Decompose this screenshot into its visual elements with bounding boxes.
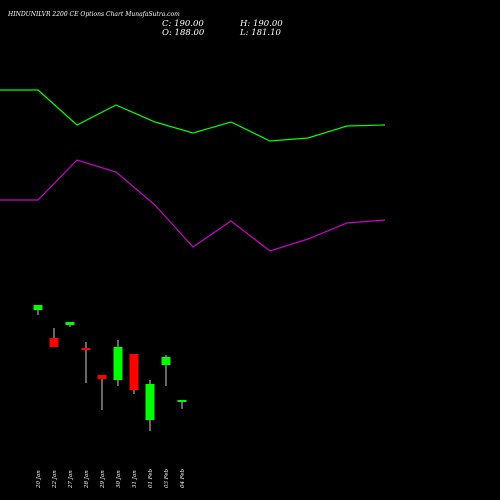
candle-body (65, 322, 75, 325)
x-tick-label: 04 Feb (180, 468, 186, 488)
candle-body (161, 357, 171, 365)
candle-29-jan (97, 375, 107, 410)
x-tick-label: 29 Jan (100, 470, 106, 489)
x-tick-label: 28 Jan (84, 470, 90, 489)
x-tick-label: 27 Jan (68, 470, 74, 489)
candle-body (177, 400, 187, 402)
x-tick-label: 20 Jan (36, 470, 42, 489)
candle-03-feb (161, 355, 171, 386)
lower-band-line (0, 159, 386, 252)
indicator-lines (0, 89, 386, 252)
upper-band-line (0, 89, 386, 142)
candle-04-feb (177, 400, 187, 409)
candle-20-jan (33, 305, 43, 315)
x-tick-label: 01 Feb (148, 468, 154, 488)
candle-body (129, 354, 139, 390)
candle-body (81, 348, 91, 350)
x-tick-label: 03 Feb (164, 468, 170, 488)
candle-31-jan (129, 354, 139, 394)
candle-body (49, 338, 59, 347)
candle-body (145, 384, 155, 420)
x-tick-label: 31 Jan (132, 470, 138, 488)
low-value: L: 181.10 (240, 28, 281, 38)
candle-body (33, 305, 43, 310)
candles (33, 305, 187, 431)
candle-body (97, 375, 107, 379)
candle-30-jan (113, 340, 123, 386)
candle-27-jan (65, 322, 75, 327)
chart-title: HINDUNILVR 2200 CE Options Chart MunafaS… (8, 11, 180, 18)
candle-body (113, 347, 123, 380)
x-axis-ticks: 20 Jan 22 Jan 27 Jan 28 Jan 29 Jan 30 Jan 31 J… (36, 468, 186, 489)
candle-01-feb (145, 380, 155, 431)
open-value: O: 188.00 (162, 28, 205, 38)
x-tick-label: 30 Jan (116, 470, 122, 488)
candle-22-jan (49, 328, 59, 347)
close-value: C: 190.00 (162, 19, 204, 29)
x-tick-label: 22 Jan (52, 470, 58, 489)
candle-28-jan (81, 342, 91, 383)
high-value: H: 190.00 (240, 19, 283, 29)
